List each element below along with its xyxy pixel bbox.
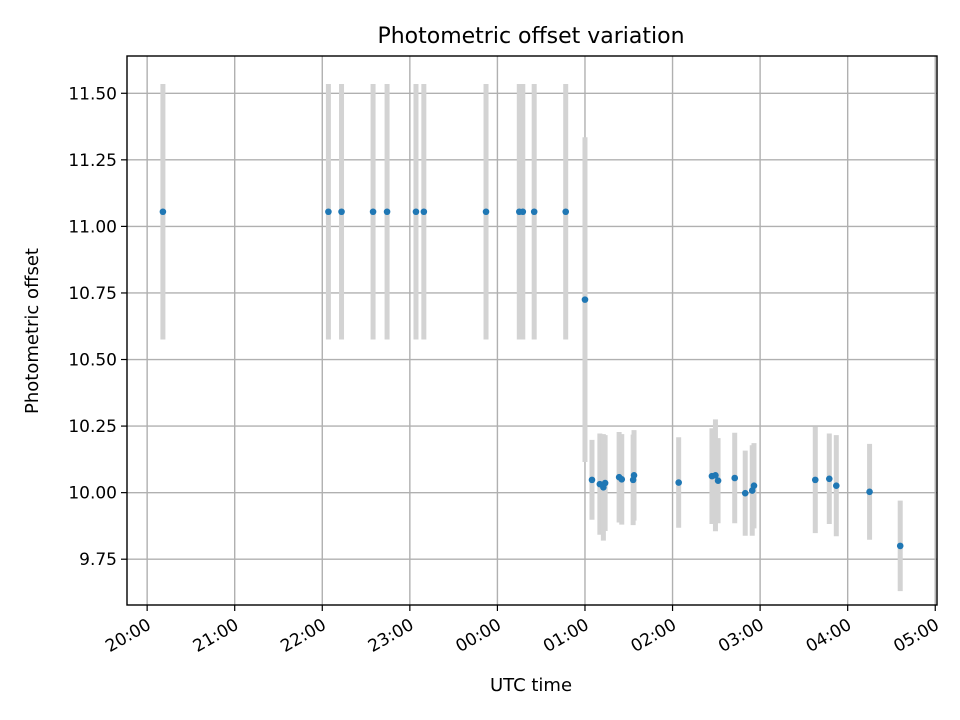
y-tick-label: 11.00 (68, 217, 117, 237)
data-point (562, 208, 570, 216)
plot-area-frame (126, 55, 938, 606)
data-point (832, 482, 840, 490)
data-points (159, 208, 904, 550)
x-tick-label: 04:00 (803, 615, 855, 657)
y-axis: 9.75 10.00 10.25 10.50 10.75 11.00 11.25 11.50 (68, 84, 127, 570)
data-point (866, 488, 873, 496)
data-point (618, 476, 626, 483)
data-point (712, 472, 719, 479)
x-tick-label: 23:00 (365, 615, 417, 657)
data-point (338, 208, 345, 216)
data-point (601, 479, 609, 487)
x-axis-label: UTC time (490, 675, 572, 696)
x-axis: 20:00 21:00 22:00 23:00 00:00 01:00 02:00 03:00… (102, 605, 943, 657)
data-point (896, 542, 904, 550)
data-point (825, 475, 833, 483)
data-point (159, 208, 167, 216)
x-tick-label: 02:00 (628, 615, 680, 657)
data-point (420, 208, 428, 216)
y-axis-label: Photometric offset (22, 248, 43, 414)
data-point (714, 477, 722, 484)
y-tick-label: 10.75 (68, 284, 117, 304)
y-tick-label: 9.75 (79, 550, 117, 570)
data-point (412, 208, 420, 216)
y-tick-label: 11.50 (68, 84, 117, 104)
data-point (530, 208, 538, 216)
x-tick-label: 03:00 (715, 615, 767, 657)
y-tick-label: 10.25 (68, 417, 117, 437)
data-point (519, 208, 527, 216)
data-point (325, 208, 332, 216)
x-tick-label: 22:00 (277, 615, 329, 657)
x-tick-label: 05:00 (890, 615, 942, 657)
x-tick-label: 21:00 (190, 615, 242, 657)
y-tick-label: 11.25 (68, 151, 117, 171)
chart-title: Photometric offset variation (377, 24, 684, 49)
y-tick-label: 10.50 (68, 351, 117, 371)
data-point (750, 482, 758, 490)
data-point (811, 476, 819, 484)
y-tick-label: 10.00 (68, 484, 117, 504)
x-tick-label: 00:00 (452, 615, 504, 657)
x-tick-label: 20:00 (102, 615, 154, 657)
data-point (675, 479, 682, 486)
data-point (482, 208, 490, 216)
data-point (588, 476, 596, 484)
data-point (383, 208, 391, 216)
data-point (741, 489, 749, 497)
data-point (630, 472, 638, 479)
data-point (581, 296, 589, 303)
data-point (369, 208, 377, 216)
x-tick-label: 01:00 (540, 615, 592, 657)
data-point (731, 474, 739, 482)
